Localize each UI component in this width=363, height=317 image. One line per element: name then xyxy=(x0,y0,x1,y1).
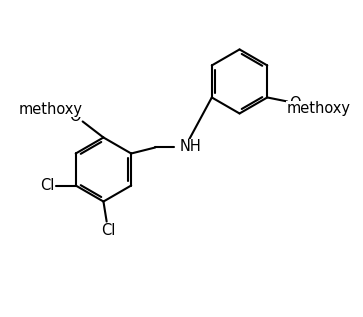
Text: O: O xyxy=(289,96,300,111)
Text: methoxy: methoxy xyxy=(286,101,351,116)
Text: methoxy: methoxy xyxy=(19,101,83,117)
Text: NH: NH xyxy=(180,139,202,154)
Text: Cl: Cl xyxy=(101,223,115,238)
Text: O: O xyxy=(70,109,81,124)
Text: Cl: Cl xyxy=(40,178,54,193)
